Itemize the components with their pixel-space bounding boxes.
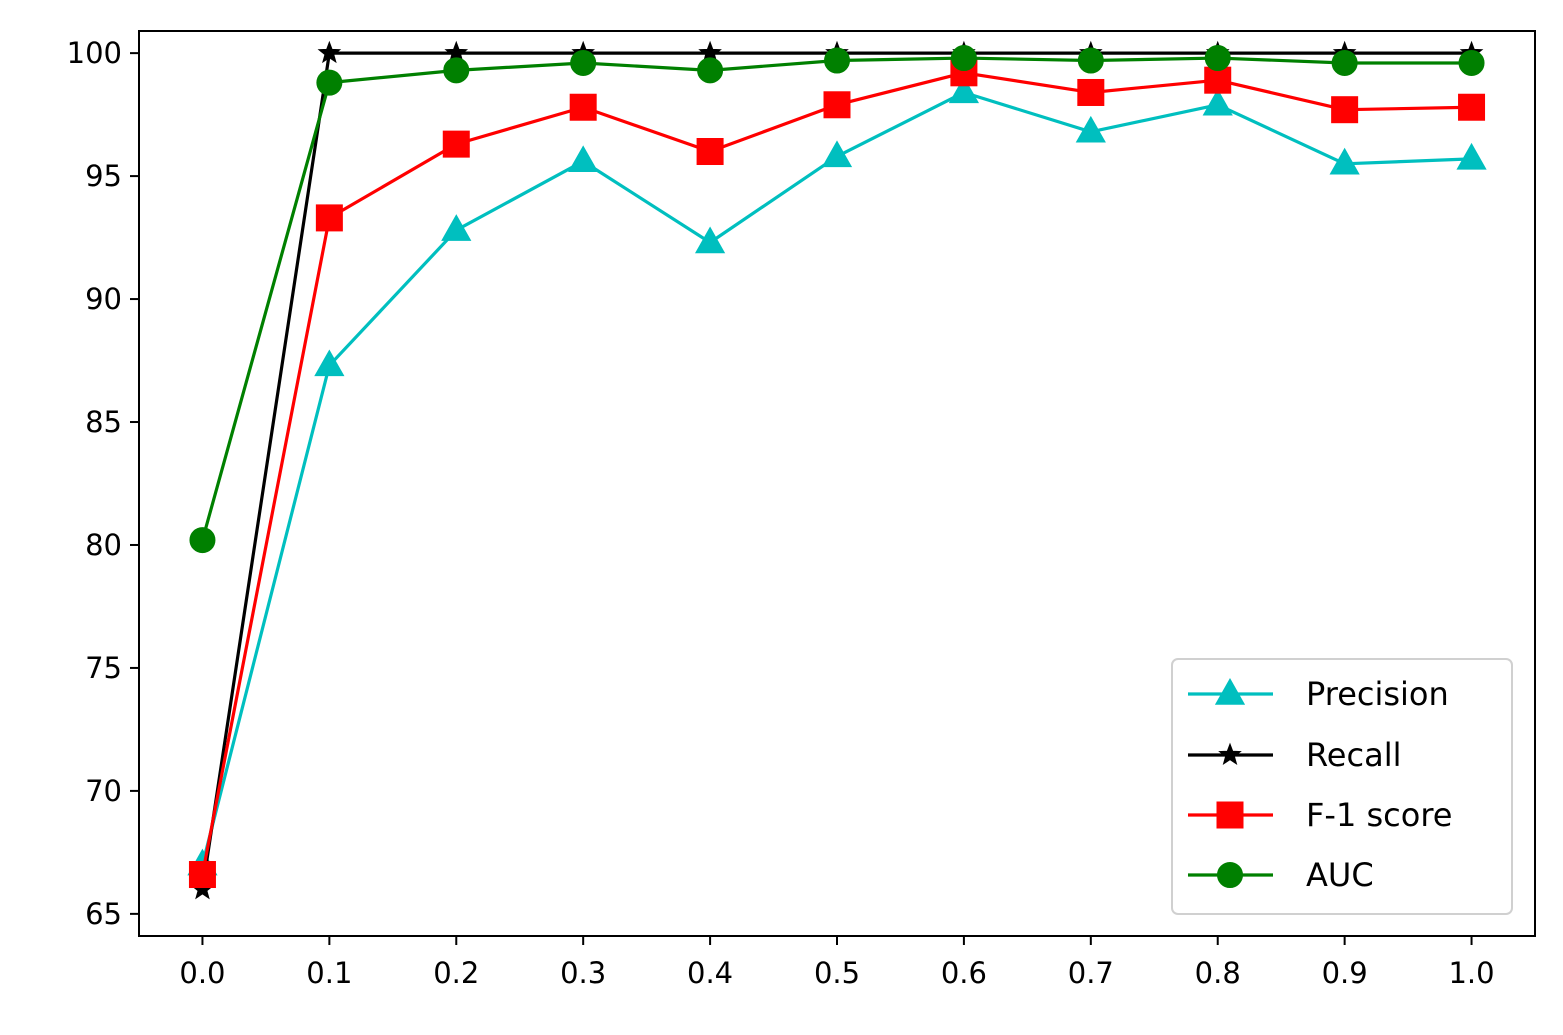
y-tick-label: 100 (67, 36, 122, 70)
y-tick-label: 65 (85, 897, 122, 931)
series-auc (189, 45, 1485, 554)
data-point (948, 76, 980, 104)
data-point (1331, 96, 1359, 124)
data-point (316, 69, 343, 96)
data-point (315, 204, 343, 232)
x-tick-label: 0.0 (179, 956, 225, 990)
data-point (950, 45, 977, 72)
data-point (697, 57, 724, 84)
y-axis: 65 70 75 80 85 90 95 100 (67, 36, 139, 931)
data-point (1075, 115, 1106, 143)
legend-label: Recall (1306, 736, 1401, 774)
data-point (1204, 45, 1231, 72)
x-tick-label: 0.3 (560, 956, 606, 990)
legend-entry: F-1 score (1188, 796, 1452, 834)
data-point (823, 91, 851, 119)
data-point (1077, 78, 1105, 106)
data-point (1329, 147, 1360, 175)
data-point (1458, 49, 1485, 76)
legend-label: Precision (1306, 675, 1449, 713)
legend-entry: Recall (1188, 736, 1401, 774)
series-precision (187, 76, 1487, 876)
x-tick-label: 0.6 (941, 956, 987, 990)
data-point (569, 93, 597, 121)
x-tick-label: 0.7 (1068, 956, 1114, 990)
data-point (1331, 49, 1358, 76)
y-tick-label: 90 (85, 282, 122, 316)
series-layer (187, 40, 1487, 900)
data-point (1458, 93, 1486, 121)
data-point (824, 47, 850, 74)
data-point (443, 57, 470, 84)
x-tick-label: 0.8 (1195, 956, 1241, 990)
legend-swatch-marker (1218, 742, 1242, 766)
data-point (314, 349, 345, 377)
data-point (694, 226, 726, 254)
data-point (570, 49, 597, 76)
x-tick-label: 0.9 (1322, 956, 1368, 990)
x-tick-label: 1.0 (1448, 956, 1494, 990)
y-tick-label: 80 (85, 528, 122, 562)
legend-entry: AUC (1188, 856, 1374, 894)
data-point (441, 214, 472, 241)
legend-swatch-marker (1217, 862, 1243, 888)
x-axis: 0.0 0.1 0.2 0.3 0.4 0.5 0.6 0.7 0.8 0.9 1.0 (179, 936, 1495, 990)
legend-entry: Precision (1188, 675, 1449, 713)
data-point (189, 527, 216, 554)
legend-box (1171, 658, 1513, 915)
data-point (696, 138, 724, 166)
x-tick-label: 0.4 (687, 956, 733, 990)
data-point (188, 861, 216, 889)
legend-swatch-marker (1216, 801, 1244, 829)
data-point (821, 140, 853, 168)
data-point (1204, 66, 1232, 94)
x-tick-label: 0.2 (433, 956, 479, 990)
y-tick-label: 85 (85, 405, 122, 439)
x-tick-label: 0.1 (306, 956, 352, 990)
series-f-1-score (188, 59, 1486, 889)
data-point (1077, 47, 1104, 74)
y-tick-label: 70 (85, 774, 122, 808)
legend-label: AUC (1306, 856, 1374, 894)
y-tick-label: 95 (85, 159, 122, 193)
legend: Precision Recall F-1 score AUC (1171, 658, 1513, 915)
legend-swatch-marker (1214, 677, 1246, 705)
y-tick-label: 75 (85, 651, 122, 685)
x-tick-label: 0.5 (814, 956, 860, 990)
data-point (1456, 142, 1487, 170)
data-point (568, 145, 599, 173)
data-point (317, 40, 342, 64)
legend-label: F-1 score (1306, 796, 1452, 834)
data-point (442, 130, 470, 158)
data-point (1202, 88, 1233, 116)
